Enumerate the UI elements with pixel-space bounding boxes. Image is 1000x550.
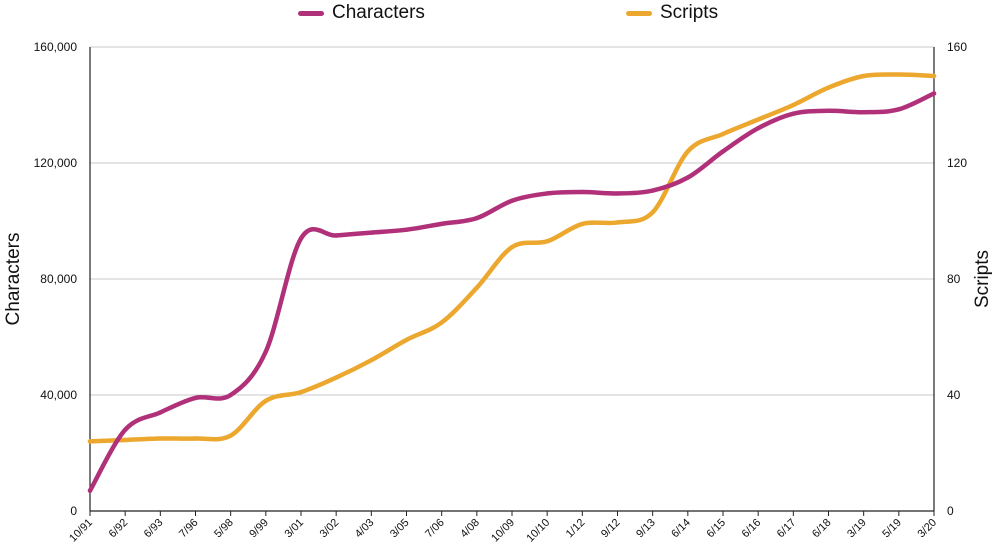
data-point-scripts xyxy=(685,149,691,154)
x-tick-label: 7/96 xyxy=(177,517,201,541)
x-tick-label: 4/08 xyxy=(458,517,482,541)
x-tick-label: 7/06 xyxy=(423,517,447,541)
x-tick-label: 6/93 xyxy=(142,517,166,541)
x-tick-label: 9/99 xyxy=(247,517,271,541)
right-tick-label: 0 xyxy=(947,504,954,518)
data-point-characters xyxy=(755,126,761,131)
x-tick-label: 6/18 xyxy=(810,517,834,541)
data-point-scripts xyxy=(755,117,761,122)
x-tick-label: 9/12 xyxy=(599,517,623,541)
data-point-characters xyxy=(333,233,339,238)
left-tick-label: 40,000 xyxy=(40,388,77,402)
data-point-characters xyxy=(544,191,550,196)
right-tick-label: 40 xyxy=(947,388,961,402)
series-line-characters xyxy=(87,91,937,493)
data-point-scripts xyxy=(931,73,937,79)
data-point-scripts xyxy=(896,72,902,77)
data-point-scripts xyxy=(158,436,163,441)
data-point-characters xyxy=(650,188,655,193)
data-point-characters xyxy=(509,198,515,203)
data-point-scripts xyxy=(404,337,409,343)
data-point-scripts xyxy=(193,436,198,441)
legend-label-characters: Characters xyxy=(332,2,425,23)
x-tick-label: 6/16 xyxy=(740,517,764,541)
data-point-characters xyxy=(158,410,163,415)
data-point-characters xyxy=(720,149,726,154)
data-point-scripts xyxy=(720,131,726,137)
data-point-characters xyxy=(931,91,937,96)
data-point-characters xyxy=(369,230,374,235)
data-point-scripts xyxy=(826,85,831,90)
data-point-characters xyxy=(615,191,620,196)
legend-swatch-scripts xyxy=(626,10,652,16)
left-tick-label: 160,000 xyxy=(34,40,78,54)
legend-label-scripts: Scripts xyxy=(660,2,719,23)
x-tick-label: 6/17 xyxy=(775,517,799,541)
x-tick-label: 5/98 xyxy=(212,517,236,541)
series-line-scripts xyxy=(87,72,937,444)
right-tick-label: 80 xyxy=(947,272,961,286)
data-point-characters xyxy=(791,111,796,116)
data-point-scripts xyxy=(439,320,444,325)
left-tick-label: 120,000 xyxy=(34,156,78,170)
x-tick-label: 3/20 xyxy=(915,517,939,541)
data-point-characters xyxy=(580,189,585,195)
data-point-characters xyxy=(404,227,409,232)
x-tick-label: 6/92 xyxy=(107,517,131,541)
data-point-scripts xyxy=(509,244,515,250)
left-tick-label: 80,000 xyxy=(40,272,77,286)
legend: Characters Scripts xyxy=(0,0,1000,26)
x-tick-label: 6/14 xyxy=(669,517,693,541)
left-tick-label: 0 xyxy=(70,504,77,518)
data-point-characters xyxy=(228,392,233,398)
data-point-scripts xyxy=(369,358,374,363)
data-point-characters xyxy=(474,215,480,221)
x-tick-label: 3/05 xyxy=(388,517,412,541)
legend-item-characters: Characters xyxy=(298,2,425,24)
x-tick-label: 3/01 xyxy=(282,517,306,541)
data-point-scripts xyxy=(861,73,866,79)
x-tick-label: 9/13 xyxy=(634,517,658,541)
data-point-scripts xyxy=(87,439,93,444)
data-point-characters xyxy=(87,488,93,493)
data-point-characters xyxy=(861,110,866,115)
x-tick-label: 4/03 xyxy=(353,517,377,541)
right-tick-label: 160 xyxy=(947,40,967,54)
x-tick-label: 10/09 xyxy=(489,517,517,545)
data-point-scripts xyxy=(580,221,585,227)
data-point-characters xyxy=(439,221,444,227)
data-point-scripts xyxy=(228,433,233,438)
y-axis-title-left: Characters xyxy=(3,233,24,326)
x-tick-label: 3/02 xyxy=(318,517,342,541)
y-axis-title-right: Scripts xyxy=(972,250,993,308)
x-tick-label: 3/19 xyxy=(845,517,869,541)
data-point-scripts xyxy=(615,220,620,225)
data-point-scripts xyxy=(791,102,796,108)
x-tick-label: 1/12 xyxy=(564,517,588,541)
data-point-scripts xyxy=(298,389,304,395)
data-point-scripts xyxy=(263,398,269,403)
x-tick-label: 6/15 xyxy=(704,517,728,541)
legend-item-scripts: Scripts xyxy=(626,2,718,24)
data-point-characters xyxy=(685,175,691,180)
data-point-characters xyxy=(263,349,269,354)
data-point-scripts xyxy=(122,437,128,443)
x-tick-label: 10/91 xyxy=(67,517,95,545)
data-point-scripts xyxy=(474,285,480,290)
x-tick-label: 5/19 xyxy=(880,517,904,541)
data-point-characters xyxy=(298,236,304,241)
data-point-characters xyxy=(826,108,831,114)
data-point-scripts xyxy=(333,375,339,380)
x-tick-label: 10/10 xyxy=(524,517,552,545)
right-tick-label: 120 xyxy=(947,156,967,170)
legend-swatch-characters xyxy=(298,10,324,16)
data-point-scripts xyxy=(544,239,550,244)
data-point-scripts xyxy=(650,210,655,215)
data-point-characters xyxy=(122,427,128,432)
data-point-characters xyxy=(193,395,198,401)
data-point-characters xyxy=(896,107,902,112)
